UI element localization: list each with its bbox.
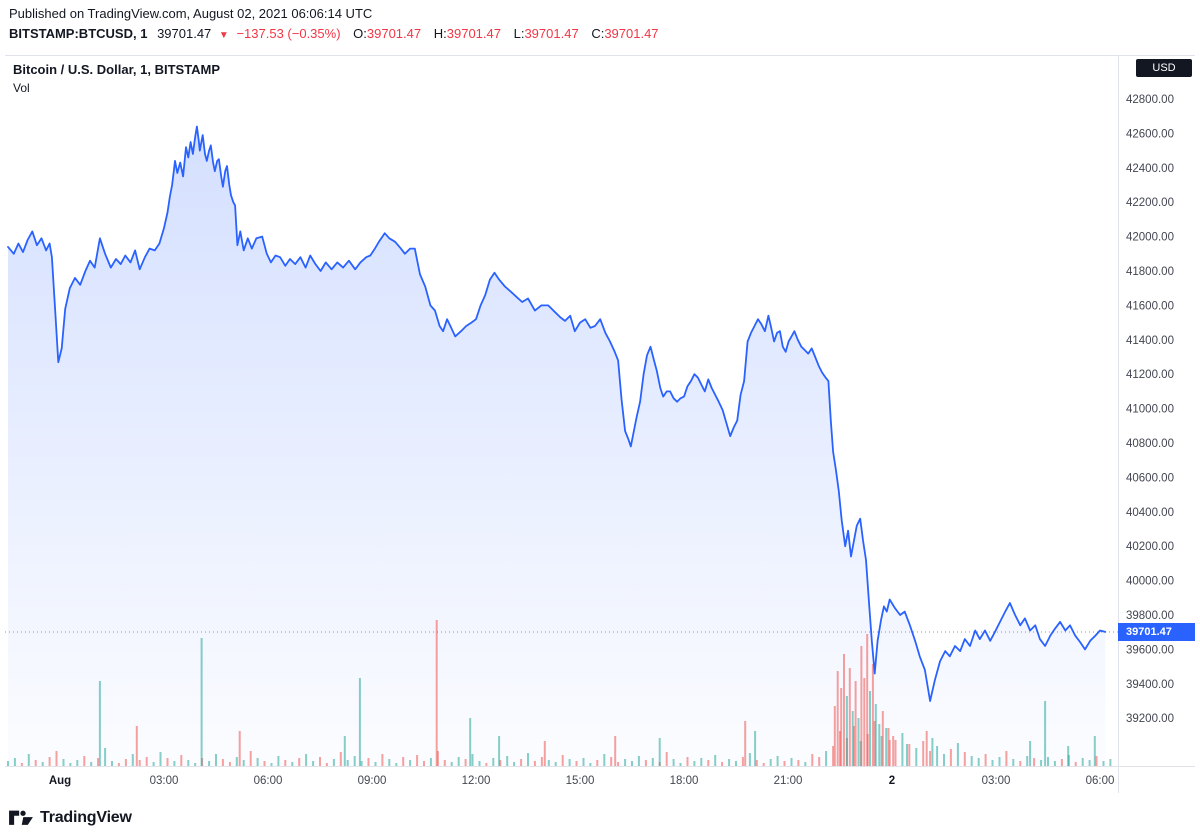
svg-text:40800.00: 40800.00 bbox=[1126, 438, 1174, 450]
svg-text:40200.00: 40200.00 bbox=[1126, 541, 1174, 553]
open-value: 39701.47 bbox=[366, 26, 422, 41]
price-chart[interactable]: 42800.00 42600.00 42400.00 42200.00 42000.00… bbox=[5, 56, 1195, 793]
svg-text:40600.00: 40600.00 bbox=[1126, 472, 1174, 484]
svg-text:21:00: 21:00 bbox=[774, 775, 803, 787]
currency-badge: USD bbox=[1136, 59, 1192, 77]
svg-text:42400.00: 42400.00 bbox=[1126, 163, 1174, 175]
svg-text:39800.00: 39800.00 bbox=[1126, 610, 1174, 622]
open-label: O: bbox=[353, 26, 367, 41]
close-value: 39701.47 bbox=[604, 26, 659, 41]
high-label: H: bbox=[433, 26, 447, 41]
svg-text:Aug: Aug bbox=[49, 775, 71, 787]
svg-text:41000.00: 41000.00 bbox=[1126, 404, 1174, 416]
svg-text:39600.00: 39600.00 bbox=[1126, 644, 1174, 656]
price-axis[interactable]: 42800.00 42600.00 42400.00 42200.00 42000.00… bbox=[1126, 94, 1174, 725]
svg-text:40000.00: 40000.00 bbox=[1126, 576, 1174, 588]
svg-text:06:00: 06:00 bbox=[254, 775, 283, 787]
svg-text:41600.00: 41600.00 bbox=[1126, 300, 1174, 312]
svg-text:41800.00: 41800.00 bbox=[1126, 266, 1174, 278]
last-price-value: 39701.47 bbox=[157, 26, 212, 41]
volume-series bbox=[7, 620, 1112, 766]
footer: TradingView bbox=[8, 803, 132, 833]
low-value: 39701.47 bbox=[524, 26, 579, 41]
svg-text:42800.00: 42800.00 bbox=[1126, 94, 1174, 106]
ohlc-low: L:39701.47 bbox=[514, 26, 579, 41]
svg-text:39200.00: 39200.00 bbox=[1126, 713, 1174, 725]
time-axis[interactable]: Aug 03:00 06:00 09:00 12:00 15:00 18:00 21:00 2 0… bbox=[49, 775, 1115, 787]
high-value: 39701.47 bbox=[446, 26, 501, 41]
svg-text:2: 2 bbox=[889, 775, 895, 787]
svg-text:42000.00: 42000.00 bbox=[1126, 232, 1174, 244]
svg-text:41400.00: 41400.00 bbox=[1126, 335, 1174, 347]
price-area-fill bbox=[8, 126, 1106, 766]
ohlc-open: O:39701.47 bbox=[353, 26, 421, 41]
svg-text:42200.00: 42200.00 bbox=[1126, 197, 1174, 209]
last-price-tag: 39701.47 bbox=[1118, 623, 1195, 641]
brand-text: TradingView bbox=[40, 809, 132, 826]
svg-text:06:00: 06:00 bbox=[1086, 775, 1115, 787]
published-caption: Published on TradingView.com, August 02,… bbox=[9, 6, 373, 21]
svg-text:12:00: 12:00 bbox=[462, 775, 491, 787]
chart-legend-title: Bitcoin / U.S. Dollar, 1, BITSTAMP bbox=[13, 62, 221, 77]
svg-text:15:00: 15:00 bbox=[566, 775, 595, 787]
svg-text:03:00: 03:00 bbox=[982, 775, 1011, 787]
symbol-name: BITSTAMP:BTCUSD, 1 bbox=[9, 26, 148, 41]
price-line-series bbox=[7, 125, 1107, 702]
volume-legend: Vol bbox=[13, 81, 30, 95]
chart-panel: Bitcoin / U.S. Dollar, 1, BITSTAMP Vol U… bbox=[5, 55, 1195, 793]
ohlc-high: H:39701.47 bbox=[434, 26, 501, 41]
svg-text:42600.00: 42600.00 bbox=[1126, 128, 1174, 140]
tradingview-logo-icon bbox=[9, 810, 33, 825]
symbol-summary: BITSTAMP:BTCUSD, 1 39701.47 ▼ −137.53 (−… bbox=[9, 26, 659, 41]
svg-text:18:00: 18:00 bbox=[670, 775, 699, 787]
svg-text:41200.00: 41200.00 bbox=[1126, 369, 1174, 381]
svg-text:03:00: 03:00 bbox=[150, 775, 179, 787]
tradingview-brand[interactable]: TradingView bbox=[8, 807, 132, 829]
down-triangle-icon: ▼ bbox=[218, 30, 229, 41]
close-label: C: bbox=[591, 26, 605, 41]
ohlc-close: C:39701.47 bbox=[591, 26, 658, 41]
svg-text:39400.00: 39400.00 bbox=[1126, 679, 1174, 691]
low-label: L: bbox=[513, 26, 525, 41]
svg-text:40400.00: 40400.00 bbox=[1126, 507, 1174, 519]
svg-text:09:00: 09:00 bbox=[358, 775, 387, 787]
header: Published on TradingView.com, August 02,… bbox=[9, 6, 659, 41]
price-change: −137.53 (−0.35%) bbox=[236, 26, 341, 41]
